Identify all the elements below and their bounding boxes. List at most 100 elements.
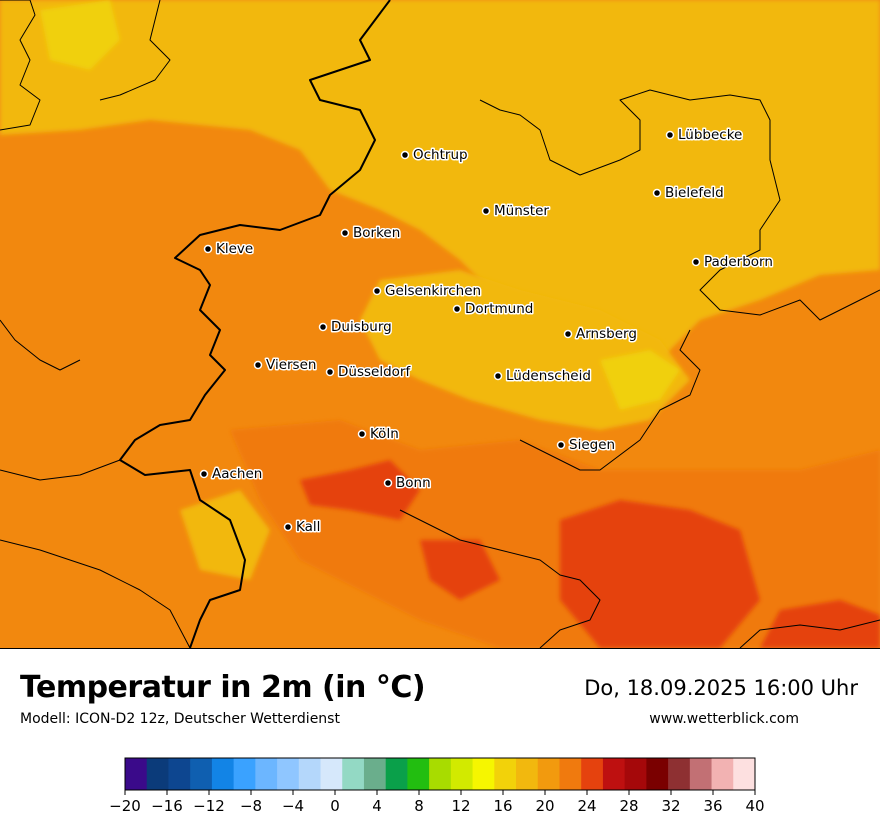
scale-tick-label: 4 <box>372 797 382 815</box>
scale-tick-label: 20 <box>535 797 554 815</box>
scale-tick-label: 16 <box>493 797 512 815</box>
city-duisburg: Duisburg <box>318 318 393 337</box>
scale-cell <box>668 758 691 790</box>
city-dot <box>372 286 382 296</box>
city-dortmund: Dortmund <box>452 300 535 319</box>
city-label: Arnsberg <box>576 326 637 342</box>
city-gelsenkirchen: Gelsenkirchen <box>372 282 483 301</box>
scale-cell <box>559 758 582 790</box>
scale-cell <box>190 758 213 790</box>
city-kleve: Kleve <box>203 240 255 259</box>
city-dot <box>199 469 209 479</box>
scale-tick-label: 8 <box>414 797 424 815</box>
borders <box>0 0 880 649</box>
map-svg: Lübbecke Ochtrup Bielefeld Münster Borken Kle… <box>0 0 880 649</box>
city-label: Paderborn <box>704 254 773 270</box>
scale-cell <box>581 758 604 790</box>
scale-cell <box>516 758 539 790</box>
scale-cell <box>342 758 365 790</box>
temp-zone-nw-patch <box>40 0 120 70</box>
city-dot <box>691 257 701 267</box>
city-label: Borken <box>353 225 400 241</box>
city-label: Lübbecke <box>678 127 742 143</box>
city-dot <box>325 367 335 377</box>
scale-tick-label: 0 <box>330 797 340 815</box>
city-label: Münster <box>494 203 549 219</box>
scale-cell <box>125 758 148 790</box>
city-bielefeld: Bielefeld <box>652 184 725 203</box>
scale-cell <box>298 758 322 790</box>
city-dot <box>253 360 263 370</box>
city-ochtrup: Ochtrup <box>400 146 469 165</box>
city-siegen: Siegen <box>556 436 617 455</box>
city-label: Duisburg <box>331 319 392 335</box>
city-label: Ochtrup <box>413 147 468 163</box>
scale-cells <box>125 758 756 790</box>
scale-cell <box>407 758 430 790</box>
city-label: Lüdenscheid <box>506 368 591 384</box>
city-dot <box>563 329 573 339</box>
city-label: Dortmund <box>465 301 533 317</box>
city-kall: Kall <box>283 518 322 537</box>
scale-cell <box>711 758 734 790</box>
scale-cell <box>255 758 278 790</box>
city-label: Köln <box>370 426 399 442</box>
city-aachen: Aachen <box>199 465 264 484</box>
scale-cell <box>624 758 647 790</box>
city-markers: Lübbecke Ochtrup Bielefeld Münster Borken Kle… <box>199 126 774 537</box>
scale-cell <box>646 758 669 790</box>
scale-cell <box>277 758 300 790</box>
city-münster: Münster <box>481 202 551 221</box>
temperature-color-scale: −20 −16 −12 −8 −4 0 4 8 12 16 20 24 28 32 36 40 <box>110 757 765 815</box>
scale-cell <box>233 758 256 790</box>
scale-tick-label: −12 <box>193 797 225 815</box>
temp-zone-southeast-hot <box>560 500 760 648</box>
city-label: Bielefeld <box>665 185 724 201</box>
city-label: Viersen <box>266 357 316 373</box>
city-bonn: Bonn <box>383 474 432 493</box>
scale-cell <box>385 758 408 790</box>
scale-cell <box>168 758 191 790</box>
city-label: Kall <box>296 519 320 535</box>
scale-tick-label: −16 <box>151 797 183 815</box>
scale-cell <box>733 758 756 790</box>
scale-tick-label: −4 <box>282 797 304 815</box>
city-borken: Borken <box>340 224 402 243</box>
scale-cell <box>211 758 235 790</box>
city-label: Bonn <box>396 475 431 491</box>
city-dot <box>318 322 328 332</box>
temp-zone-corner-hot <box>760 600 880 648</box>
city-viersen: Viersen <box>253 356 318 375</box>
city-dot <box>652 188 662 198</box>
city-dot <box>203 244 213 254</box>
city-lübbecke: Lübbecke <box>665 126 744 145</box>
forecast-datetime: Do, 18.09.2025 16:00 Uhr <box>584 676 858 700</box>
temp-zone-ruhr <box>360 270 690 430</box>
scale-cell <box>537 758 560 790</box>
scale-cell <box>363 758 387 790</box>
city-label: Gelsenkirchen <box>385 283 481 299</box>
scale-ticks: −20 −16 −12 −8 −4 0 4 8 12 16 20 24 28 32 36 40 <box>110 790 765 815</box>
city-label: Düsseldorf <box>338 364 411 380</box>
temp-zone-south-hot <box>420 540 500 600</box>
city-düsseldorf: Düsseldorf <box>325 363 413 382</box>
model-info: Modell: ICON-D2 12z, Deutscher Wetterdie… <box>20 711 340 727</box>
city-dot <box>556 440 566 450</box>
city-dot <box>481 206 491 216</box>
city-köln: Köln <box>357 425 400 444</box>
city-dot <box>383 478 393 488</box>
city-dot <box>452 304 462 314</box>
temperature-map[interactable]: Lübbecke Ochtrup Bielefeld Münster Borken Kle… <box>0 0 880 649</box>
scale-cell <box>429 758 452 790</box>
city-dot <box>493 371 503 381</box>
scale-tick-label: −8 <box>240 797 262 815</box>
scale-tick-label: 36 <box>703 797 722 815</box>
scale-cell <box>320 758 343 790</box>
city-dot <box>665 130 675 140</box>
city-paderborn: Paderborn <box>691 253 774 272</box>
website-link[interactable]: www.wetterblick.com <box>649 711 799 727</box>
scale-cell <box>450 758 474 790</box>
scale-cell <box>689 758 713 790</box>
city-label: Kleve <box>216 241 253 257</box>
scale-cell <box>494 758 517 790</box>
